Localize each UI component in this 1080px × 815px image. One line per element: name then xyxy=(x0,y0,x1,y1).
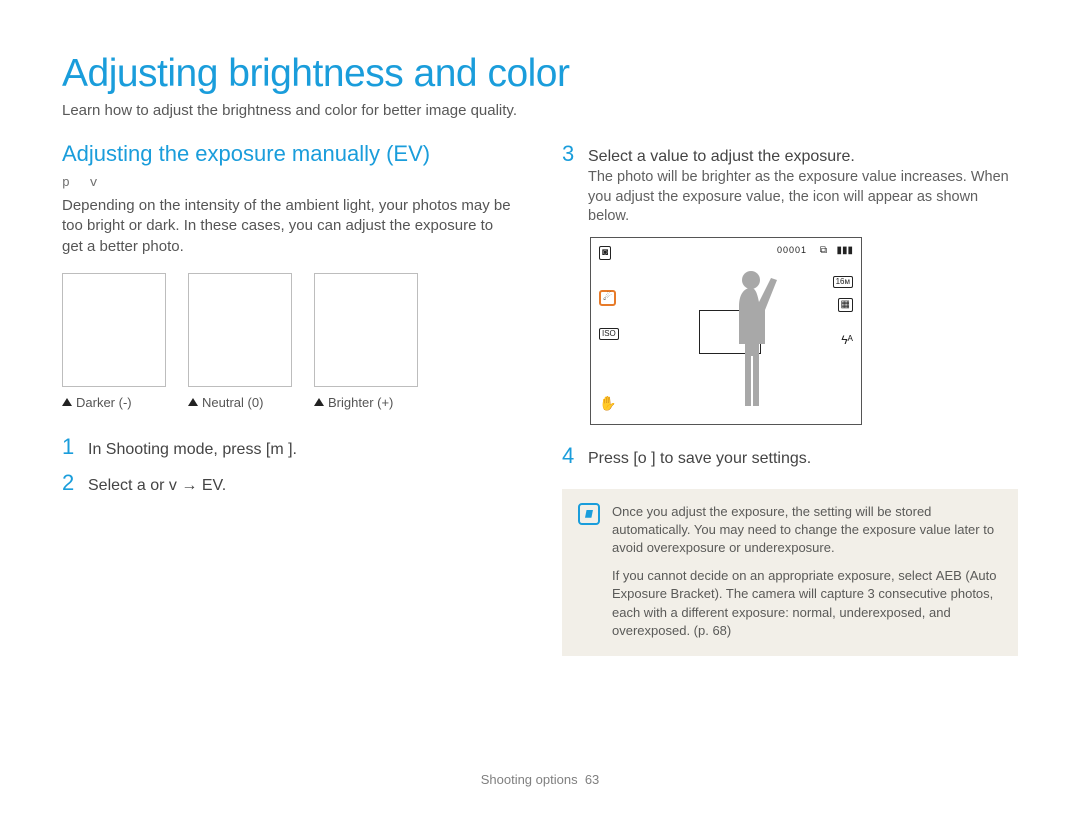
quality-icon: ▦ xyxy=(838,298,853,312)
left-column: Adjusting the exposure manually (EV) p v… xyxy=(62,141,518,656)
section-heading: Adjusting the exposure manually (EV) xyxy=(62,141,518,167)
note-paragraph-2: If you cannot decide on an appropriate e… xyxy=(612,567,1002,640)
swatch-image-darker xyxy=(62,273,166,387)
step-text: In Shooting mode, press [m ]. xyxy=(88,441,297,459)
step-2: 2 Select a or v → EV. xyxy=(62,470,518,496)
step-3: 3 Select a value to adjust the exposure.… xyxy=(562,141,1018,227)
step-text: Press [o ] to save your settings. xyxy=(588,450,811,468)
flash-icon: ϟᴬ xyxy=(841,334,853,346)
step-4: 4 Press [o ] to save your settings. xyxy=(562,443,1018,469)
note-text-a: If you cannot decide on an appropriate e… xyxy=(612,568,936,583)
note-paragraph-1: Once you adjust the exposure, the settin… xyxy=(612,503,1002,558)
swatch-darker: Darker (-) xyxy=(62,273,166,410)
up-triangle-icon xyxy=(188,398,198,406)
note-text-aeb: AEB xyxy=(936,568,962,583)
swatch-label-neutral: Neutral (0) xyxy=(202,395,263,410)
step-text: Select a value to adjust the exposure. xyxy=(588,148,1018,166)
page-footer: Shooting options 63 xyxy=(0,772,1080,787)
footer-section: Shooting options xyxy=(481,772,578,787)
intro-paragraph: Depending on the intensity of the ambien… xyxy=(62,196,518,257)
steady-icon: ✋ xyxy=(599,396,616,410)
lcd-preview: ◙ 00001 ⧉ ▮▮▮ ☄ ISO ✋ 16ᴍ ▦ ϟᴬ xyxy=(590,237,862,425)
histogram-icon: ⧉ xyxy=(820,246,827,256)
swatch-neutral: Neutral (0) xyxy=(188,273,292,410)
up-triangle-icon xyxy=(62,398,72,406)
ev-icon: ☄ xyxy=(599,290,616,306)
step-text: Select a or v → EV. xyxy=(88,477,226,495)
step-subtext: The photo will be brighter as the exposu… xyxy=(588,168,1018,227)
image-size-icon: 16ᴍ xyxy=(833,276,853,288)
iso-icon: ISO xyxy=(599,328,619,340)
step-number: 2 xyxy=(62,470,78,496)
swatch-label-darker: Darker (-) xyxy=(76,395,132,410)
note-icon xyxy=(578,503,600,525)
shot-counter: 00001 xyxy=(777,246,807,255)
swatch-brighter: Brighter (+) xyxy=(314,273,418,410)
step-number: 1 xyxy=(62,434,78,460)
swatch-label-brighter: Brighter (+) xyxy=(328,395,393,410)
right-column: 3 Select a value to adjust the exposure.… xyxy=(562,141,1018,656)
up-triangle-icon xyxy=(314,398,324,406)
person-silhouette-icon xyxy=(719,266,789,418)
step-number: 3 xyxy=(562,141,578,167)
note-box: Once you adjust the exposure, the settin… xyxy=(562,489,1018,656)
page-title: Adjusting brightness and color xyxy=(62,52,1018,96)
page-subtitle: Learn how to adjust the brightness and c… xyxy=(62,102,1018,119)
camera-mode-icon: ◙ xyxy=(599,246,611,260)
exposure-swatches: Darker (-) Neutral (0) Brighter (+) xyxy=(62,273,518,410)
footer-page-number: 63 xyxy=(585,772,599,787)
mode-indicator: p v xyxy=(62,175,518,190)
battery-icon: ▮▮▮ xyxy=(836,246,853,256)
swatch-image-neutral xyxy=(188,273,292,387)
swatch-image-brighter xyxy=(314,273,418,387)
step-1: 1 In Shooting mode, press [m ]. xyxy=(62,434,518,460)
step-number: 4 xyxy=(562,443,578,469)
